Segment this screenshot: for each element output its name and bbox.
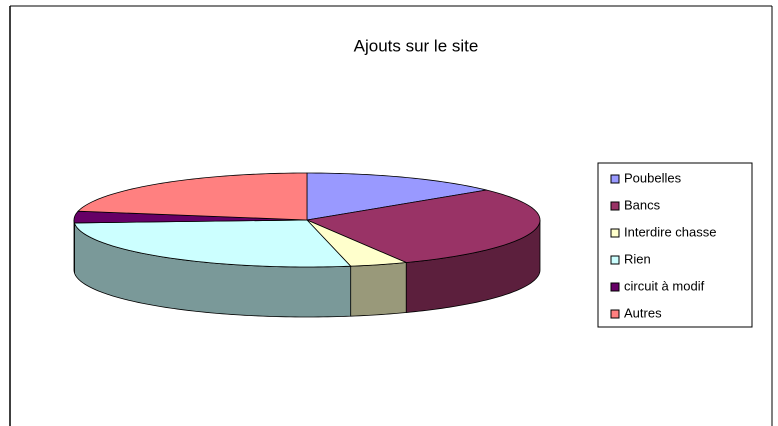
legend-swatch [610,174,620,184]
legend-label: Interdire chasse [624,224,717,239]
legend-label: Bancs [624,197,661,212]
legend-label: circuit à modif [624,278,705,293]
legend-swatch [610,255,620,265]
slice [77,172,308,221]
legend-swatch [610,309,620,319]
chart-title: Ajouts sur le site [354,36,479,55]
slice [306,219,407,267]
slice-side [350,262,407,317]
legend-swatch [610,228,620,238]
slice [306,172,487,221]
legend-swatch [610,282,620,292]
legend-label: Poubelles [624,170,682,185]
slice [73,219,352,268]
slice [305,189,541,263]
legend-label: Rien [624,251,651,266]
legend-box [597,162,753,328]
legend-label: Autres [624,305,662,320]
slice [73,210,308,224]
legend-swatch [610,201,620,211]
